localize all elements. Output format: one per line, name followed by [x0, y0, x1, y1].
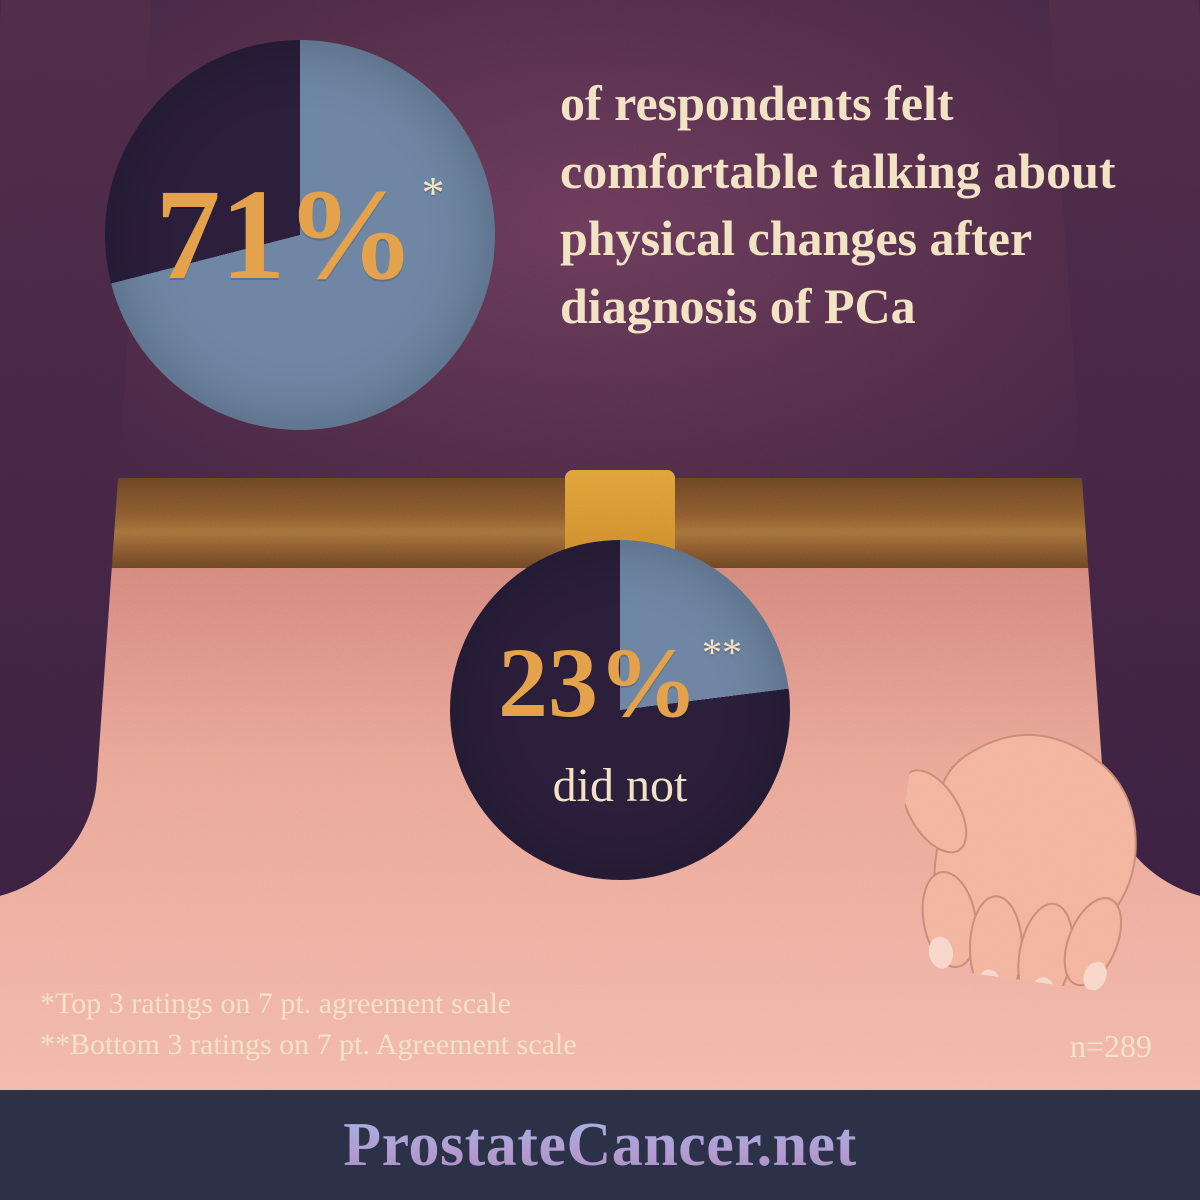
pie1-percent-value: 71% — [156, 163, 416, 307]
footnotes: *Top 3 ratings on 7 pt. agreement scale … — [40, 984, 577, 1065]
pie1-percent-label: 71%* — [156, 170, 445, 300]
pie-chart-did-not: 23%** did not — [450, 540, 790, 880]
infographic-canvas: 71%* of respondents felt comfortable tal… — [0, 0, 1200, 1200]
brand-logo-text: ProstateCancer.net — [343, 1110, 856, 1181]
pie2-percent-value: 23% — [498, 627, 698, 738]
pie1-asterisk: * — [422, 167, 445, 218]
pie2-percent-label: 23%** — [498, 633, 742, 733]
footnote-2: **Bottom 3 ratings on 7 pt. Agreement sc… — [40, 1025, 577, 1066]
headline-text: of respondents felt comfortable talking … — [560, 70, 1150, 340]
footer-bar: ProstateCancer.net — [0, 1090, 1200, 1200]
pie2-asterisk: ** — [702, 630, 742, 675]
sample-size: n=289 — [1070, 1028, 1152, 1065]
pie2-subtext: did not — [450, 758, 790, 813]
pie-chart-comfortable: 71%* — [105, 40, 495, 430]
footnote-1: *Top 3 ratings on 7 pt. agreement scale — [40, 984, 577, 1025]
